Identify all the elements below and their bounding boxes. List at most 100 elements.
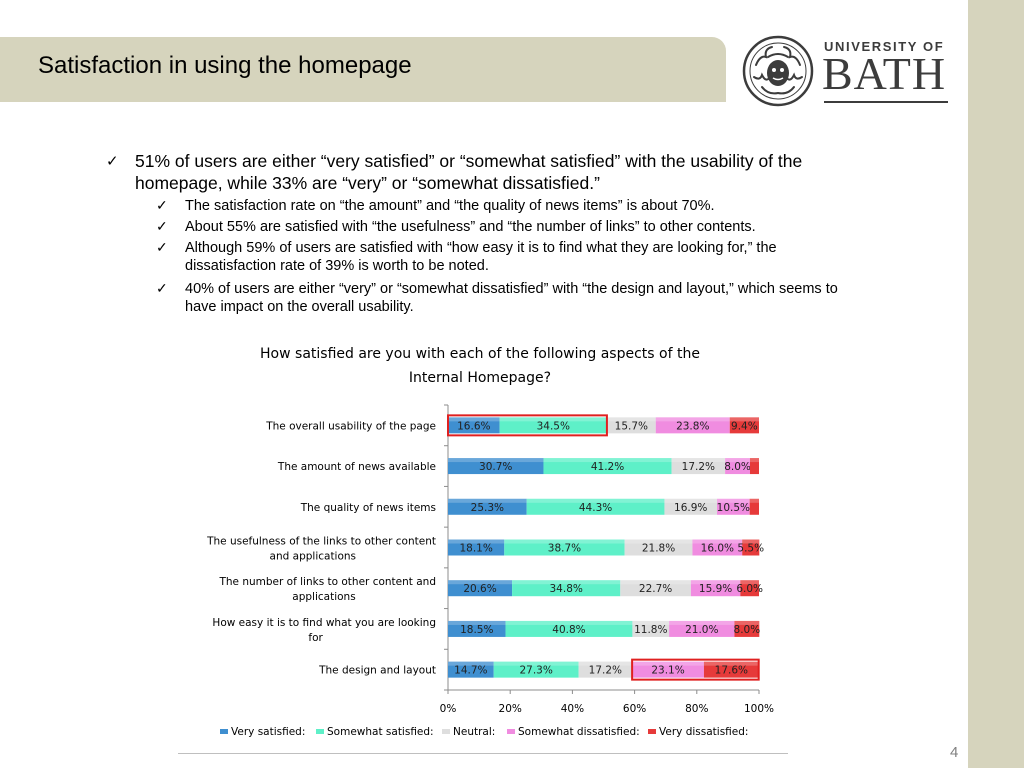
bullet-sub-2: About 55% are satisfied with “the useful… [185, 219, 756, 235]
slide-title: Satisfaction in using the homepage [38, 52, 412, 79]
bullet-sub-3: Although 59% of users are satisfied with… [185, 240, 777, 275]
bar-segment [504, 539, 625, 556]
legend-swatch [442, 729, 450, 734]
bar-segment [692, 539, 743, 556]
bar-segment-shine [664, 498, 718, 503]
bar-segment [690, 580, 741, 597]
checkmark-icon: ✓ [156, 280, 168, 296]
bar-segment-shine [606, 417, 656, 422]
bar-segment [543, 458, 672, 475]
bar-segment-shine [499, 417, 607, 422]
data-label: 34.5% [537, 420, 570, 432]
bar-segment-shine [632, 620, 670, 625]
bar-segment [725, 458, 750, 475]
data-label: 8.0% [734, 624, 761, 636]
data-label: 5.5% [737, 543, 764, 555]
bar-segment-shine [505, 620, 633, 625]
category-label: The quality of news items [300, 502, 436, 514]
bullet-sub-1: The satisfaction rate on “the amount” an… [185, 198, 715, 214]
bar-segment-shine [448, 580, 513, 585]
bar-segment-shine [448, 539, 505, 544]
checkmark-icon: ✓ [156, 197, 168, 213]
data-label: 34.8% [550, 583, 583, 595]
category-label: The amount of news available [277, 461, 436, 473]
x-tick-label: 60% [623, 703, 646, 715]
data-label: 15.7% [615, 420, 648, 432]
data-label: 21.0% [685, 624, 718, 636]
data-label: 23.1% [651, 665, 684, 677]
legend-swatch [507, 729, 515, 734]
category-label: The number of links to other content and [218, 576, 436, 588]
satisfaction-stacked-bar-chart: How satisfied are you with each of the f… [206, 346, 774, 738]
data-label: 41.2% [591, 461, 624, 473]
legend-swatch [316, 729, 324, 734]
bar-segment [729, 417, 759, 434]
data-label: 17.2% [682, 461, 715, 473]
highlight-box [631, 658, 760, 681]
bar-segment-shine [671, 458, 726, 463]
bar-segment [448, 417, 500, 434]
bar-segment-shine [690, 580, 741, 585]
data-label: 38.7% [548, 543, 581, 555]
bar-segment [448, 539, 505, 556]
logo-bath: BATH [822, 48, 947, 99]
bar-segment-shine [624, 539, 693, 544]
bar-segment-shine [448, 498, 527, 503]
bar-segment [448, 458, 544, 475]
data-label: 27.3% [519, 665, 552, 677]
university-logo: UNIVERSITY OF BATH [742, 35, 952, 107]
data-label: 18.5% [460, 624, 493, 636]
data-label: 25.3% [471, 502, 504, 514]
category-label: How easy it is to find what you are look… [212, 617, 436, 629]
bar-segment [448, 498, 527, 515]
bar-segment-shine [620, 580, 691, 585]
page-number: 4 [950, 744, 959, 761]
bar-segment-shine [655, 417, 730, 422]
bar-segment [505, 620, 633, 637]
category-label: applications [292, 591, 355, 603]
x-tick-label: 20% [499, 703, 522, 715]
legend-swatch [220, 729, 228, 734]
bar-segment [742, 539, 760, 556]
bar-segment [717, 498, 750, 515]
bar-segment [620, 580, 691, 597]
bullet-sub-4: 40% of users are either “very” or “somew… [185, 281, 838, 316]
highlight-box [447, 414, 608, 437]
data-label: 8.0% [724, 461, 751, 473]
bar-segment [448, 620, 506, 637]
bar-segment-shine [749, 498, 759, 503]
data-label: 11.8% [634, 624, 667, 636]
x-tick-label: 80% [685, 703, 708, 715]
legend-label: Very dissatisfied: [659, 726, 748, 738]
bar-segment-shine [448, 661, 494, 666]
category-label: The design and layout [318, 665, 436, 677]
data-label: 6.0% [736, 583, 763, 595]
x-tick-label: 100% [744, 703, 774, 715]
bar-segment-shine [725, 458, 750, 463]
data-label: 23.8% [676, 420, 709, 432]
bar-segment [749, 458, 759, 475]
data-label: 14.7% [454, 665, 487, 677]
bar-segment [624, 539, 693, 556]
bar-segment-shine [692, 539, 743, 544]
bar-segment [703, 661, 759, 678]
logo-university-of: UNIVERSITY OF [824, 39, 945, 54]
category-label: for [308, 632, 323, 644]
data-label: 9.4% [731, 420, 758, 432]
checkmark-icon: ✓ [156, 239, 168, 255]
bar-segment-shine [734, 620, 760, 625]
data-label: 10.5% [717, 502, 750, 514]
bar-segment [632, 661, 704, 678]
chart-title-line-1: How satisfied are you with each of the f… [260, 346, 700, 362]
bar-segment-shine [632, 661, 704, 666]
bar-segment-shine [448, 620, 506, 625]
bar-segment-shine [749, 458, 759, 463]
x-tick-label: 40% [561, 703, 584, 715]
bar-segment-shine [703, 661, 759, 666]
legend-label: Somewhat dissatisfied: [518, 726, 640, 738]
bar-segment-shine [448, 417, 500, 422]
bar-segment-shine [504, 539, 625, 544]
data-label: 22.7% [639, 583, 672, 595]
title-bar [0, 37, 726, 102]
logo-underline [824, 101, 948, 103]
